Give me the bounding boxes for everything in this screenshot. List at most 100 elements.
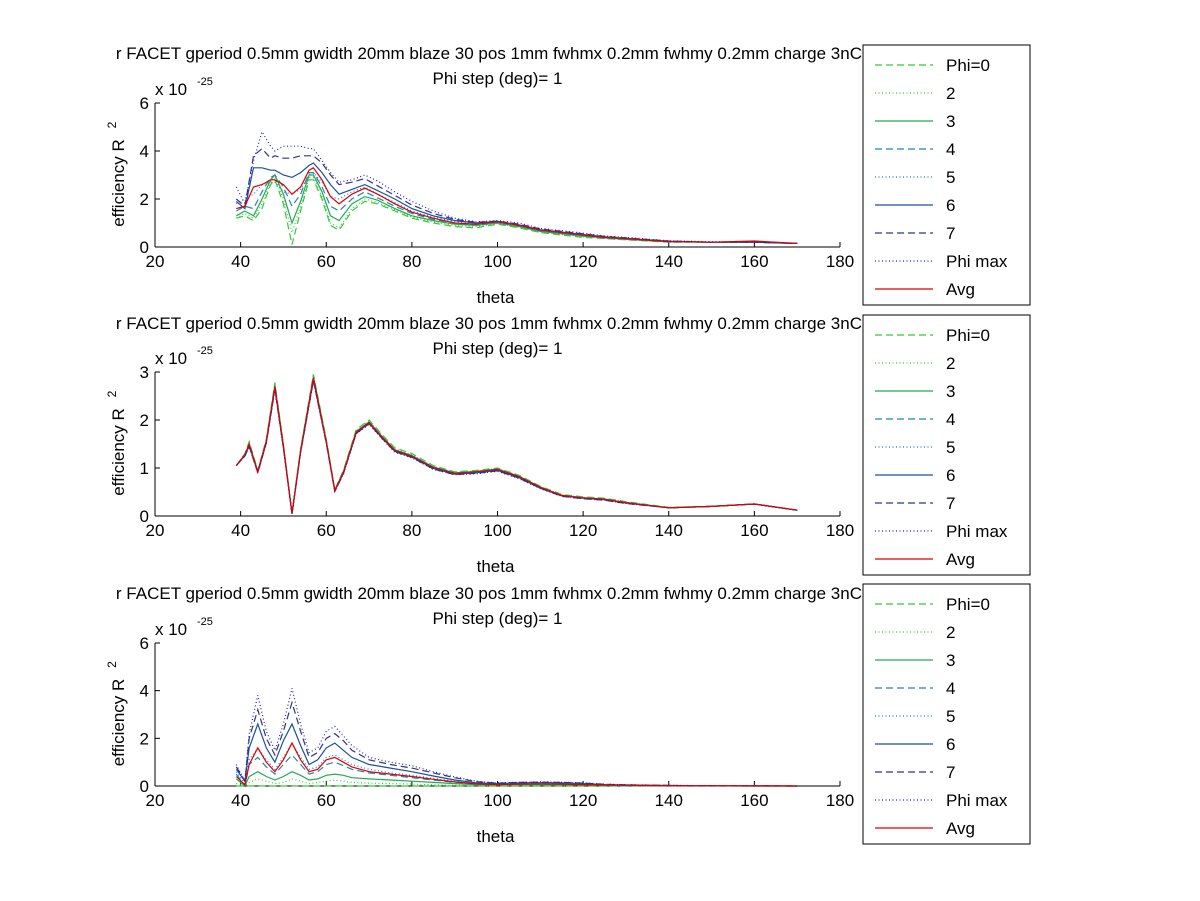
x-tick-label: 120 <box>569 252 597 271</box>
series-line-6 <box>235 379 798 514</box>
series-line-4 <box>236 172 798 244</box>
x-tick-label: 60 <box>317 521 336 540</box>
series-line-3 <box>235 376 798 514</box>
legend-box <box>862 583 1031 845</box>
series-line-6 <box>235 162 798 244</box>
y-axis-label-sup: 2 <box>105 661 119 668</box>
y-tick-label: 0 <box>140 777 149 796</box>
series-line-5 <box>236 171 798 244</box>
series-line-avg <box>235 377 798 514</box>
y-exponent-label: x 10 <box>155 80 187 99</box>
legend-entry: 5 <box>946 168 955 187</box>
x-tick-label: 20 <box>146 252 165 271</box>
y-exponent-sup: -25 <box>197 345 213 357</box>
legend-entry: Avg <box>946 280 975 299</box>
y-tick-label: 0 <box>140 238 149 257</box>
x-tick-label: 60 <box>317 252 336 271</box>
series-line-4 <box>235 754 798 788</box>
y-tick-label: 2 <box>140 411 149 430</box>
y-axis-label-sup: 2 <box>105 390 119 397</box>
legend-box <box>862 314 1031 576</box>
y-exponent-label: x 10 <box>155 620 187 639</box>
y-tick-label: 6 <box>140 634 149 653</box>
legend-entry: 3 <box>946 382 955 401</box>
x-tick-label: 120 <box>569 791 597 810</box>
legend-entry: Avg <box>946 819 975 838</box>
series-line-7 <box>235 700 798 787</box>
series-line-2 <box>236 176 798 244</box>
series-line-phi-max <box>235 688 798 787</box>
x-tick-label: 80 <box>402 521 421 540</box>
legend-box <box>862 44 1031 306</box>
x-tick-label: 160 <box>740 521 768 540</box>
x-tick-label: 160 <box>740 791 768 810</box>
x-tick-label: 60 <box>317 791 336 810</box>
series-line-5 <box>235 378 798 514</box>
y-tick-label: 2 <box>140 190 149 209</box>
legend-entry: 6 <box>946 466 955 485</box>
series-line-avg <box>236 167 798 244</box>
series-line-avg <box>235 741 798 787</box>
legend-entry: Phi max <box>946 252 1008 271</box>
x-tick-label: 180 <box>826 521 854 540</box>
x-tick-label: 80 <box>402 791 421 810</box>
legend-entry: Phi=0 <box>946 56 990 75</box>
x-tick-label: 100 <box>483 791 511 810</box>
legend-entry: 7 <box>946 224 955 243</box>
series-line-2 <box>236 778 798 787</box>
plot-subtitle: Phi step (deg)= 1 <box>433 339 563 358</box>
legend-entry: Phi=0 <box>946 595 990 614</box>
x-axis-label: theta <box>477 827 515 846</box>
x-tick-label: 40 <box>231 521 250 540</box>
x-tick-label: 180 <box>826 252 854 271</box>
y-axis-label-group: efficiency R 2 <box>105 390 128 495</box>
x-tick-label: 20 <box>146 521 165 540</box>
legend-entry: Avg <box>946 550 975 569</box>
legend: Phi=0 2 3 4 5 6 7 Phi max Avg <box>862 314 1031 576</box>
x-tick-label: 180 <box>826 791 854 810</box>
y-exponent-sup: -25 <box>197 616 213 628</box>
y-axis-label-group: efficiency R 2 <box>105 661 128 766</box>
x-tick-label: 80 <box>402 252 421 271</box>
legend-entry: Phi=0 <box>946 326 990 345</box>
plot-subtitle: Phi step (deg)= 1 <box>433 609 563 628</box>
x-tick-label: 140 <box>655 521 683 540</box>
y-axis-label: efficiency R <box>109 139 128 227</box>
legend-entry: 3 <box>946 112 955 131</box>
plot-title: r FACET gperiod 0.5mm gwidth 20mm blaze … <box>116 584 963 603</box>
y-tick-label: 0 <box>140 507 149 526</box>
x-tick-label: 120 <box>569 521 597 540</box>
series-line-7 <box>235 380 798 514</box>
legend: Phi=0 2 3 4 5 6 7 Phi max Avg <box>862 583 1031 845</box>
x-tick-label: 40 <box>231 791 250 810</box>
plot-subtitle: Phi step (deg)= 1 <box>433 69 563 88</box>
y-tick-label: 4 <box>140 682 149 701</box>
legend-entry: 7 <box>946 763 955 782</box>
legend-entry: 2 <box>946 623 955 642</box>
series-line-5 <box>235 741 798 787</box>
legend-entry: 6 <box>946 735 955 754</box>
y-tick-label: 4 <box>140 142 149 161</box>
legend-entry: 2 <box>946 354 955 373</box>
series-line-phi-max <box>235 130 798 244</box>
subplot-3: r FACET gperiod 0.5mm gwidth 20mm blaze … <box>105 583 1031 846</box>
series-line-7 <box>235 147 798 244</box>
y-axis-label: efficiency R <box>109 408 128 496</box>
x-tick-label: 160 <box>740 252 768 271</box>
legend-entry: 4 <box>946 140 955 159</box>
y-tick-label: 1 <box>140 459 149 478</box>
legend-entry: 3 <box>946 651 955 670</box>
legend-entry: 5 <box>946 707 955 726</box>
legend-entry: Phi max <box>946 791 1008 810</box>
x-tick-label: 140 <box>655 791 683 810</box>
x-tick-label: 140 <box>655 252 683 271</box>
legend-entry: 6 <box>946 196 955 215</box>
x-tick-label: 100 <box>483 252 511 271</box>
legend-entry: 7 <box>946 494 955 513</box>
y-tick-label: 2 <box>140 729 149 748</box>
y-exponent-label: x 10 <box>155 349 187 368</box>
plot-title: r FACET gperiod 0.5mm gwidth 20mm blaze … <box>116 314 963 333</box>
y-tick-label: 3 <box>140 363 149 382</box>
series-line-phi-0 <box>235 374 798 514</box>
